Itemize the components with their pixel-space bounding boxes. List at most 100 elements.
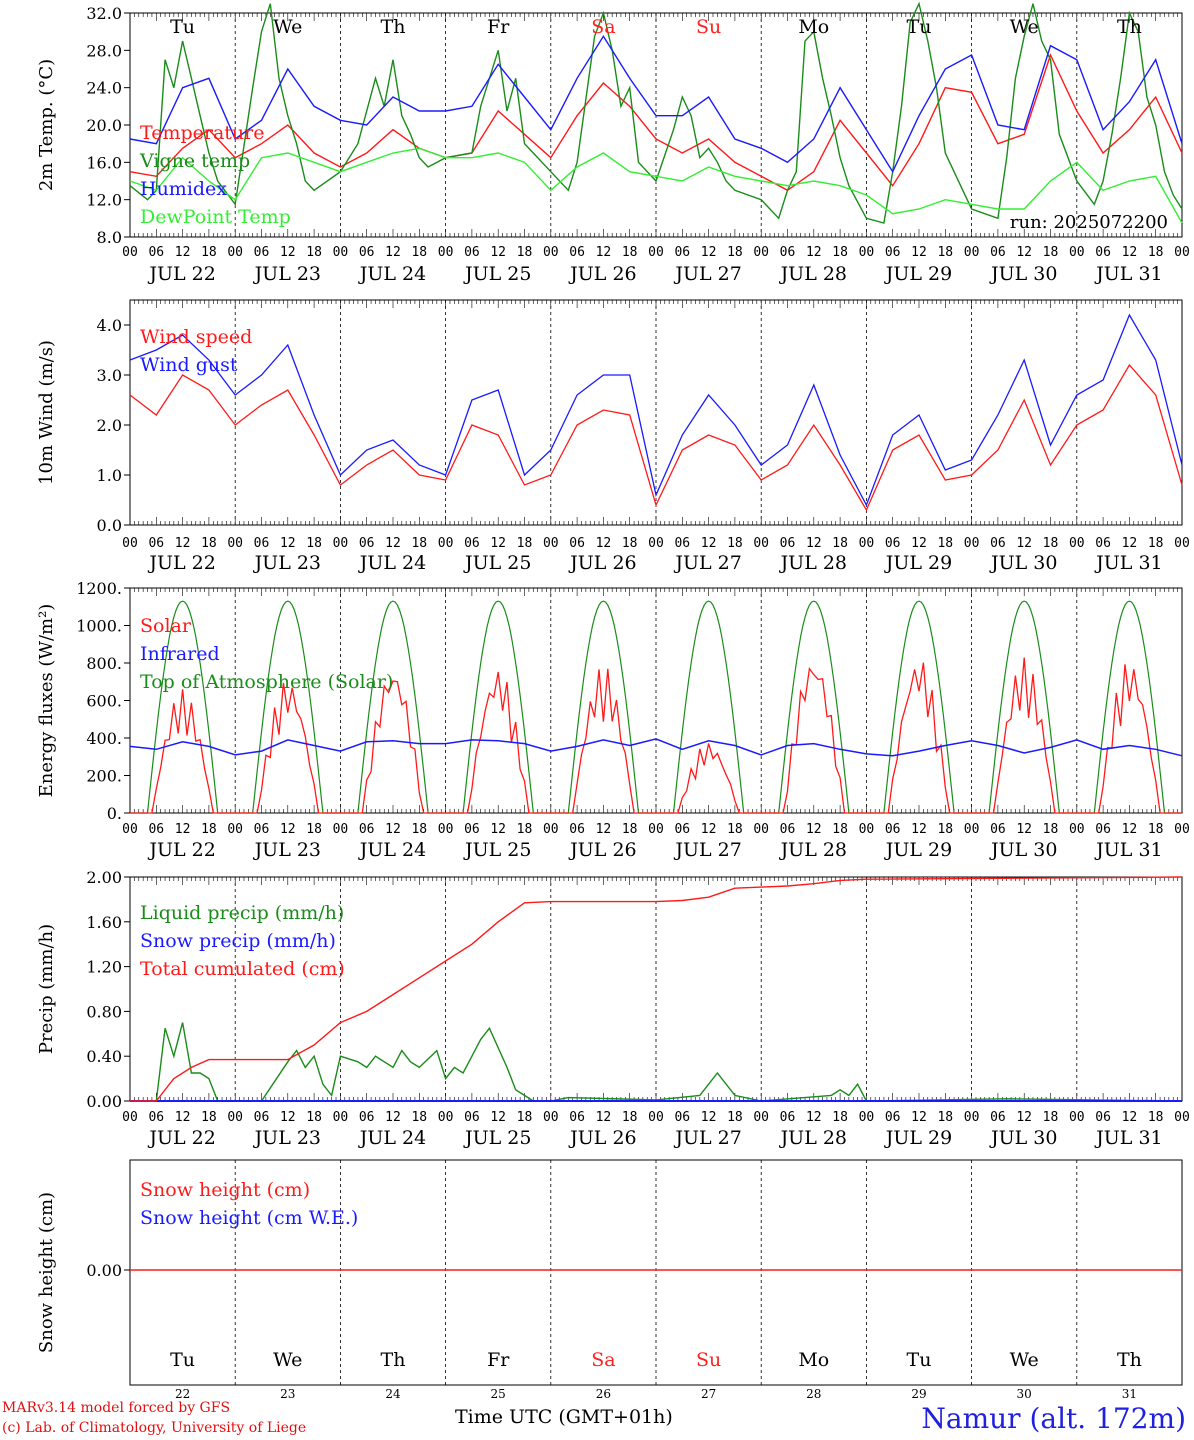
y-tick-label: 1000. (76, 617, 122, 636)
hour-tick-label: 18 (517, 822, 533, 837)
date-label: JUL 25 (463, 552, 531, 574)
hour-tick-label: 12 (1122, 536, 1138, 551)
hour-tick-label: 06 (569, 1110, 585, 1125)
date-label: JUL 27 (673, 1127, 741, 1149)
date-label: JUL 29 (884, 1127, 952, 1149)
run-label: run: 2025072200 (1010, 212, 1168, 233)
hour-tick-label: 06 (674, 1110, 690, 1125)
hour-tick-label: 06 (464, 536, 480, 551)
hour-tick-label: 12 (701, 536, 717, 551)
hour-tick-label: 12 (385, 822, 401, 837)
date-label: JUL 26 (568, 1127, 636, 1149)
legend-snow-height-cm-w-e-: Snow height (cm W.E.) (140, 1207, 358, 1229)
hour-tick-label: 18 (622, 536, 638, 551)
series-solar-day (130, 689, 236, 814)
series-solar-day (235, 682, 341, 814)
legend-snow-height-cm-: Snow height (cm) (140, 1179, 310, 1201)
weekday-label: Th (381, 1349, 406, 1371)
hour-tick-label: 12 (280, 536, 296, 551)
date-number-label: 27 (701, 1387, 716, 1401)
hour-tick-label: 00 (1069, 822, 1085, 837)
weekday-label: Su (696, 16, 721, 38)
date-label: JUL 24 (358, 1127, 426, 1149)
hour-tick-label: 00 (964, 245, 980, 260)
y-tick-label: 1200. (76, 579, 122, 598)
date-label: JUL 24 (358, 263, 426, 285)
date-label: JUL 22 (147, 263, 215, 285)
hour-tick-label: 00 (753, 245, 769, 260)
hour-tick-label: 06 (254, 245, 270, 260)
date-number-label: 23 (280, 1387, 295, 1401)
hour-tick-label: 18 (1043, 1110, 1059, 1125)
series-toa-solar-day (761, 600, 867, 814)
hour-tick-label: 18 (832, 822, 848, 837)
series-total-cumulated-cm- (130, 876, 1183, 1102)
hour-tick-label: 00 (122, 1110, 138, 1125)
hour-tick-label: 00 (333, 536, 349, 551)
hour-tick-label: 12 (701, 245, 717, 260)
y-axis-label: Energy fluxes (W/m²) (36, 604, 57, 798)
hour-tick-label: 18 (1148, 536, 1164, 551)
date-label: JUL 24 (358, 839, 426, 861)
hour-tick-label: 12 (1016, 245, 1032, 260)
series-toa-solar-day (656, 600, 762, 814)
hour-tick-label: 12 (280, 245, 296, 260)
hour-tick-label: 12 (1122, 245, 1138, 260)
hour-tick-label: 00 (122, 245, 138, 260)
hour-tick-label: 18 (306, 245, 322, 260)
date-label: JUL 23 (253, 263, 321, 285)
hour-tick-label: 12 (701, 1110, 717, 1125)
y-tick-label: 1.0 (97, 466, 122, 485)
hour-tick-label: 12 (806, 245, 822, 260)
hour-tick-label: 12 (596, 245, 612, 260)
date-label: JUL 30 (989, 263, 1057, 285)
x-axis-title: Time UTC (GMT+01h) (455, 1406, 673, 1428)
hour-tick-label: 12 (175, 1110, 191, 1125)
hour-tick-label: 06 (148, 536, 164, 551)
hour-tick-label: 06 (885, 822, 901, 837)
date-label: JUL 26 (568, 263, 636, 285)
y-tick-label: 600. (86, 692, 122, 711)
y-tick-label: 0.00 (86, 1261, 122, 1280)
hour-tick-label: 06 (569, 536, 585, 551)
hour-tick-label: 18 (937, 1110, 953, 1125)
hour-tick-label: 00 (543, 1110, 559, 1125)
hour-tick-label: 12 (1016, 536, 1032, 551)
hour-tick-label: 12 (385, 245, 401, 260)
hour-tick-label: 06 (464, 245, 480, 260)
legend-top-of-atmosphere-solar-: Top of Atmosphere (Solar) (140, 671, 393, 693)
hour-tick-label: 00 (438, 536, 454, 551)
hour-tick-label: 06 (674, 536, 690, 551)
hour-tick-label: 18 (411, 1110, 427, 1125)
hour-tick-label: 06 (990, 1110, 1006, 1125)
hour-tick-label: 18 (1148, 822, 1164, 837)
hour-tick-label: 18 (201, 245, 217, 260)
date-label: JUL 27 (673, 263, 741, 285)
lab-credit: (c) Lab. of Climatology, University of L… (2, 1420, 307, 1436)
hour-tick-label: 06 (674, 245, 690, 260)
weekday-label: Tu (170, 1349, 195, 1371)
hour-tick-label: 12 (280, 1110, 296, 1125)
hour-tick-label: 12 (596, 1110, 612, 1125)
hour-tick-label: 00 (964, 822, 980, 837)
hour-tick-label: 12 (490, 536, 506, 551)
hour-tick-label: 12 (175, 536, 191, 551)
hour-tick-label: 18 (622, 245, 638, 260)
series-temperature (129, 53, 1183, 192)
hour-tick-label: 18 (622, 1110, 638, 1125)
weekday-label: Mo (798, 1349, 829, 1371)
hour-tick-label: 06 (780, 1110, 796, 1125)
date-label: JUL 30 (989, 839, 1057, 861)
date-number-label: 29 (911, 1387, 926, 1401)
hour-tick-label: 00 (964, 536, 980, 551)
hour-tick-label: 18 (201, 822, 217, 837)
y-tick-label: 16.0 (86, 153, 122, 172)
date-label: JUL 25 (463, 263, 531, 285)
date-label: JUL 28 (779, 552, 847, 574)
hour-tick-label: 00 (648, 536, 664, 551)
hour-tick-label: 18 (201, 1110, 217, 1125)
series-solar-day (761, 667, 867, 814)
hour-tick-label: 12 (490, 245, 506, 260)
series-solar-day (445, 671, 551, 814)
